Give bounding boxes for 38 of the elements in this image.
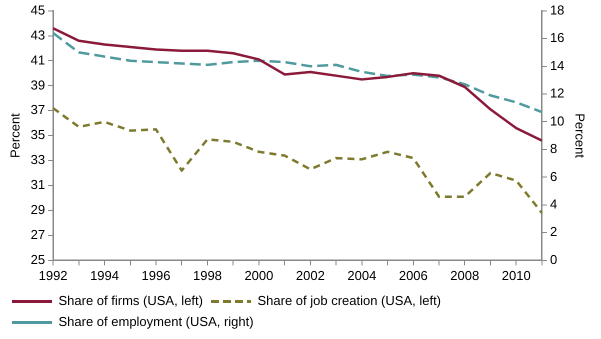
x-tick-label: 1994 bbox=[90, 268, 119, 283]
x-tick-label: 1996 bbox=[142, 268, 170, 283]
y2-tick-label: 14 bbox=[550, 58, 564, 73]
x-tick-label: 2008 bbox=[450, 268, 480, 283]
x-tick-label: 2002 bbox=[296, 268, 325, 283]
y2-tick-label: 4 bbox=[550, 196, 558, 212]
y2-tick-label: 12 bbox=[550, 86, 564, 101]
y-tick-label: 43 bbox=[30, 27, 46, 42]
x-tick-label: 1998 bbox=[192, 268, 222, 283]
legend-label: Share of firms (USA, left) bbox=[58, 293, 203, 308]
y-tick-label: 39 bbox=[30, 77, 46, 92]
line-series bbox=[52, 106, 544, 214]
x-tick-label: 2004 bbox=[347, 268, 376, 283]
y2-tick-label: 2 bbox=[550, 224, 558, 240]
x-tick-label: 2006 bbox=[398, 268, 428, 283]
line-series bbox=[52, 32, 544, 114]
y-tick-label: 25 bbox=[30, 252, 46, 267]
legend-label: Share of employment (USA, right) bbox=[58, 314, 254, 330]
y2-tick-label: 16 bbox=[550, 30, 564, 46]
y-tick-label: 27 bbox=[30, 227, 46, 242]
x-tick-label: 2000 bbox=[244, 268, 274, 283]
x-tick-label: 2010 bbox=[502, 268, 531, 283]
y2-tick-label: 6 bbox=[550, 168, 558, 184]
y-tick-label: 45 bbox=[30, 2, 46, 18]
y2-tick-label: 10 bbox=[550, 113, 564, 128]
y2-tick-label: 0 bbox=[550, 252, 558, 267]
y-tick-label: 31 bbox=[30, 177, 46, 192]
y-tick-label: 37 bbox=[30, 102, 46, 118]
y-tick-label: 35 bbox=[30, 127, 46, 142]
y2-axis-title: Percent bbox=[572, 113, 588, 158]
y-tick-label: 33 bbox=[30, 152, 46, 168]
y-tick-label: 29 bbox=[30, 202, 46, 218]
y-tick-label: 41 bbox=[30, 52, 46, 68]
y2-tick-label: 18 bbox=[550, 2, 564, 18]
x-tick-label: 1992 bbox=[38, 268, 68, 283]
y2-tick-label: 8 bbox=[550, 141, 558, 156]
legend-label: Share of job creation (USA, left) bbox=[257, 293, 442, 308]
y-axis-title: Percent bbox=[7, 112, 22, 158]
